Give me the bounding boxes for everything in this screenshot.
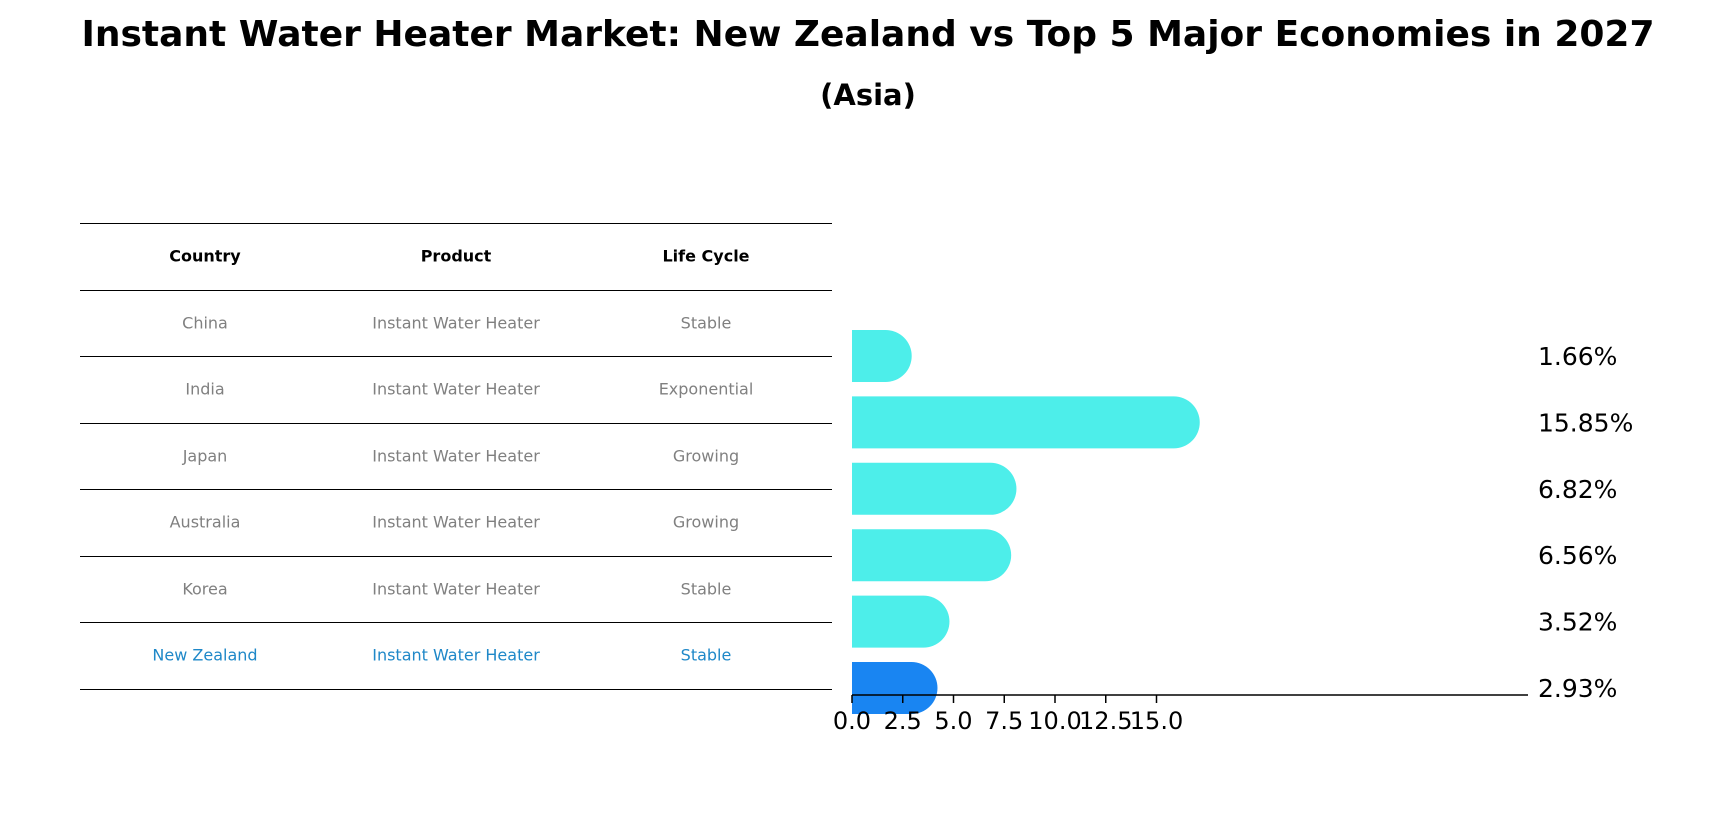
bar xyxy=(852,330,912,382)
table-cell-life-cycle: Stable xyxy=(680,313,732,333)
value-label: 3.52% xyxy=(1538,608,1617,637)
table-cell-product: Instant Water Heater xyxy=(372,379,540,399)
x-tick-label: 5.0 xyxy=(934,707,972,735)
table-header-country: Country xyxy=(169,246,241,266)
table-rule xyxy=(80,689,832,690)
bar xyxy=(852,462,1017,515)
table-cell-product: Instant Water Heater xyxy=(372,579,540,599)
x-tick-label: 7.5 xyxy=(985,707,1023,735)
table-cell-country: China xyxy=(182,313,228,333)
table-cell-country: Korea xyxy=(182,579,228,599)
table-rule xyxy=(80,290,832,291)
table-cell-life-cycle: Exponential xyxy=(658,379,754,399)
table-cell-life-cycle: Growing xyxy=(672,512,740,532)
chart-subtitle: (Asia) xyxy=(820,78,916,112)
table-rule xyxy=(80,622,832,623)
table-cell-product: Instant Water Heater xyxy=(372,512,540,532)
x-tick-label: 12.5 xyxy=(1079,707,1132,735)
table-cell-product-highlight: Instant Water Heater xyxy=(372,645,540,665)
x-tick-label: 15.0 xyxy=(1130,707,1183,735)
table-rule xyxy=(80,556,832,557)
table-cell-country-highlight: New Zealand xyxy=(152,645,258,665)
value-label: 6.82% xyxy=(1538,475,1617,504)
table-header-product: Product xyxy=(420,246,492,266)
x-tick-label: 0.0 xyxy=(833,707,871,735)
table-cell-country: Australia xyxy=(169,512,241,532)
table-cell-product: Instant Water Heater xyxy=(372,313,540,333)
value-label: 1.66% xyxy=(1538,342,1617,371)
value-label: 15.85% xyxy=(1538,408,1633,437)
table-header-life-cycle: Life Cycle xyxy=(662,246,750,266)
table-rule xyxy=(80,489,832,490)
bar xyxy=(852,529,1012,582)
table-cell-life-cycle: Stable xyxy=(680,579,732,599)
table-cell-country: India xyxy=(185,379,225,399)
table-cell-life-cycle-highlight: Stable xyxy=(680,645,732,665)
bar-highlight xyxy=(852,662,938,714)
table-cell-country: Japan xyxy=(182,446,228,466)
table-rule xyxy=(80,423,832,424)
table-cell-life-cycle: Growing xyxy=(672,446,740,466)
chart-title: Instant Water Heater Market: New Zealand… xyxy=(81,14,1655,55)
table-rule xyxy=(80,223,832,224)
bar xyxy=(852,595,950,648)
table-cell-product: Instant Water Heater xyxy=(372,446,540,466)
x-tick-label: 10.0 xyxy=(1028,707,1081,735)
value-label: 2.93% xyxy=(1538,674,1617,703)
table-rule xyxy=(80,356,832,357)
value-label: 6.56% xyxy=(1538,541,1617,570)
bar xyxy=(852,396,1200,449)
x-tick-label: 2.5 xyxy=(884,707,922,735)
